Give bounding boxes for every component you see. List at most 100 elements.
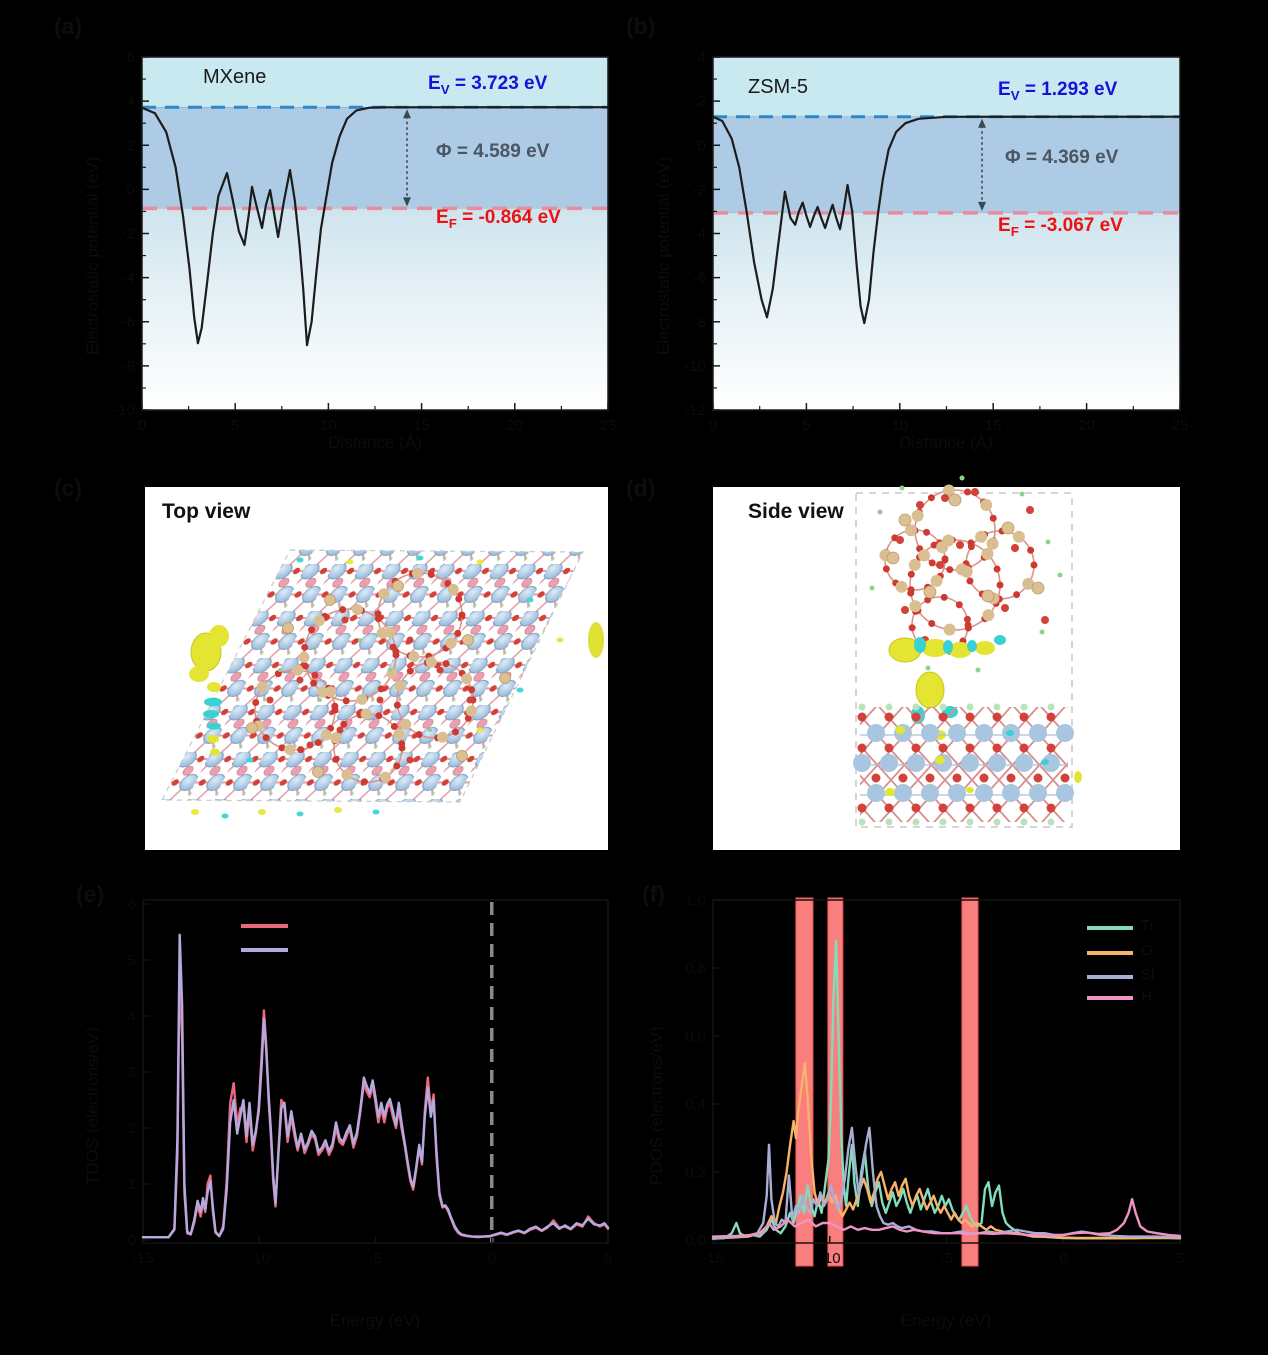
svg-text:-5: -5 — [369, 1250, 382, 1267]
ef-symbol: E — [436, 207, 449, 228]
svg-text:-2: -2 — [693, 181, 706, 198]
svg-text:4: 4 — [128, 1008, 136, 1025]
svg-text:-2: -2 — [122, 226, 135, 243]
panel-letter-c: (c) — [54, 475, 83, 501]
legend-label-f-ti: Ti — [1141, 917, 1153, 934]
svg-text:5: 5 — [128, 952, 136, 969]
svg-text:-10: -10 — [819, 1250, 841, 1267]
top-view-structure — [145, 487, 608, 850]
svg-text:0: 0 — [1059, 1250, 1067, 1267]
svg-text:5: 5 — [604, 1250, 612, 1267]
svg-text:15: 15 — [985, 417, 1002, 434]
ef-annotation-a: EF = -0.864 eV — [436, 207, 561, 231]
svg-text:4: 4 — [127, 93, 135, 110]
svg-text:-10: -10 — [248, 1250, 270, 1267]
panel-letter-a: (a) — [54, 13, 83, 39]
pdos-plot: -15 -10 -5 0 5 0.0 0.2 0.4 0.6 0.8 1.0 — [685, 892, 1184, 1267]
ev-subscript: V — [440, 81, 450, 97]
svg-text:-15: -15 — [132, 1250, 154, 1267]
panel-letter-d: (d) — [626, 475, 656, 501]
ef-subscript: F — [448, 215, 457, 231]
svg-text:0: 0 — [128, 1232, 136, 1249]
plot-title-zsm5: ZSM-5 — [748, 76, 808, 98]
svg-text:10: 10 — [891, 417, 908, 434]
svg-text:3: 3 — [128, 1064, 136, 1081]
svg-text:4: 4 — [698, 49, 706, 66]
x-axis-label-f: Energy (eV) — [900, 1311, 992, 1330]
svg-text:5: 5 — [1176, 1250, 1184, 1267]
svg-text:-5: -5 — [940, 1250, 953, 1267]
potential-plot-mxene: 0 5 10 15 20 25 -10 -8 -6 -4 -2 0 2 4 6 — [113, 49, 616, 434]
y-axis-label-f: PDOS (electrons/eV) — [647, 1026, 666, 1185]
phi-annotation-a: Φ = 4.589 eV — [436, 141, 550, 162]
svg-text:0.6: 0.6 — [685, 1028, 706, 1045]
ev-symbol: E — [428, 73, 441, 94]
svg-text:15: 15 — [413, 417, 430, 434]
ef-value: = -3.067 eV — [1018, 215, 1123, 236]
svg-text:20: 20 — [1078, 417, 1095, 434]
cell-boundary — [855, 492, 1073, 828]
svg-text:-4: -4 — [693, 226, 706, 243]
svg-text:0: 0 — [709, 417, 717, 434]
potential-plot-zsm5: 0 5 10 15 20 25 -12 -10 -8 -6 -4 -2 0 2 4 — [684, 49, 1188, 434]
zeolite-atoms-top — [246, 580, 511, 778]
svg-text:0.0: 0.0 — [685, 1232, 706, 1249]
svg-text:-15: -15 — [702, 1250, 724, 1267]
svg-text:6: 6 — [127, 49, 135, 66]
ef-value: = -0.864 eV — [456, 207, 561, 228]
x-axis-label-b: Distance (Å) — [899, 433, 993, 452]
mxene-slab-side — [853, 703, 1082, 826]
svg-text:1: 1 — [128, 1176, 136, 1193]
svg-text:-12: -12 — [684, 402, 706, 419]
svg-text:0.4: 0.4 — [685, 1096, 706, 1113]
x-axis-label-e: Energy (eV) — [329, 1311, 421, 1330]
svg-text:25: 25 — [600, 417, 617, 434]
svg-text:-6: -6 — [122, 314, 135, 331]
ef-symbol: E — [998, 215, 1011, 236]
x-axis-label-a: Distance (Å) — [328, 433, 422, 452]
y-axis-label-a: Electrostatic potential (eV) — [83, 156, 102, 355]
panel-letter-b: (b) — [626, 13, 656, 39]
svg-text:1.0: 1.0 — [685, 892, 706, 909]
panel-letter-e: (e) — [76, 881, 105, 907]
ev-symbol: E — [998, 79, 1011, 100]
svg-text:-10: -10 — [684, 358, 706, 375]
svg-text:5: 5 — [231, 417, 239, 434]
ev-subscript: V — [1010, 87, 1020, 103]
svg-text:0: 0 — [698, 137, 706, 154]
svg-text:0: 0 — [127, 181, 135, 198]
svg-text:-6: -6 — [693, 270, 706, 287]
svg-text:0: 0 — [488, 1250, 496, 1267]
svg-text:5: 5 — [802, 417, 810, 434]
y-axis-label-e: TDOS (electrons/eV) — [83, 1027, 102, 1185]
svg-text:-8: -8 — [693, 314, 706, 331]
zeolite-atoms-side — [869, 475, 1063, 673]
legend-label-f-h: H — [1141, 988, 1152, 1005]
svg-text:6: 6 — [128, 896, 136, 913]
ev-annotation-a: EV = 3.723 eV — [428, 73, 548, 97]
ef-annotation-b: EF = -3.067 eV — [998, 215, 1123, 239]
phi-annotation-b: Φ = 4.369 eV — [1005, 147, 1119, 168]
svg-text:20: 20 — [506, 417, 523, 434]
svg-text:2: 2 — [128, 1120, 136, 1137]
legend-label-f-si: Si — [1141, 966, 1155, 983]
tdos-plot: -15 -10 -5 0 5 0 1 2 3 4 5 6 — [128, 896, 613, 1267]
side-view-title: Side view — [748, 500, 844, 523]
plot-title-mxene: MXene — [203, 66, 267, 88]
ev-annotation-b: EV = 1.293 eV — [998, 79, 1118, 103]
svg-text:0: 0 — [138, 417, 146, 434]
svg-text:2: 2 — [127, 137, 135, 154]
svg-text:2: 2 — [698, 93, 706, 110]
ev-value: = 1.293 eV — [1019, 79, 1118, 100]
ev-value: = 3.723 eV — [449, 73, 548, 94]
ef-subscript: F — [1010, 223, 1019, 239]
legend-label-f-o: O — [1141, 942, 1153, 959]
svg-text:0.2: 0.2 — [685, 1164, 706, 1181]
svg-text:-4: -4 — [122, 270, 135, 287]
svg-text:25: 25 — [1172, 417, 1189, 434]
svg-text:0.8: 0.8 — [685, 960, 706, 977]
y-axis-label-b: Electrostatic potential (eV) — [654, 156, 673, 355]
panel-letter-f: (f) — [642, 881, 665, 907]
